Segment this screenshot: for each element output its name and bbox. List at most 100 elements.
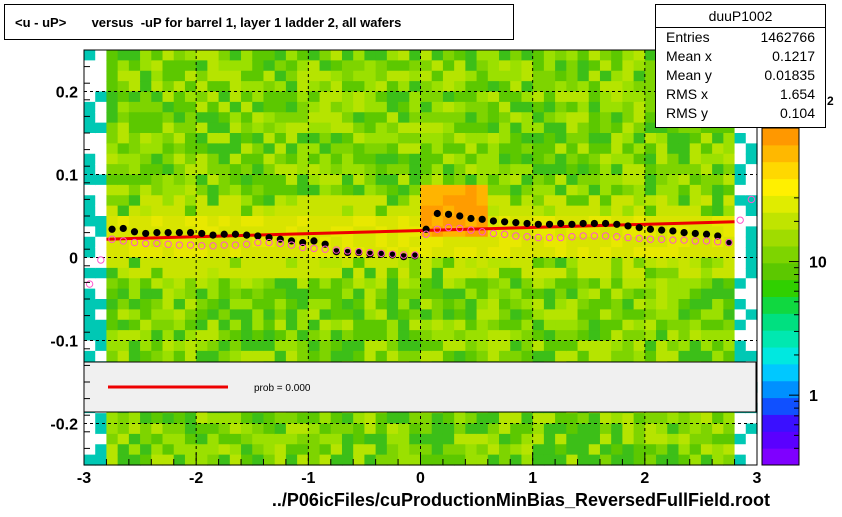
heatmap-cell <box>84 164 96 176</box>
heatmap-cell <box>476 153 489 165</box>
heatmap-cell <box>644 288 657 300</box>
heatmap-cell <box>173 112 186 124</box>
palette-swatch <box>762 212 799 230</box>
heatmap-cell <box>476 101 489 113</box>
heatmap-cell <box>95 309 108 321</box>
heatmap-cell <box>532 309 545 321</box>
heatmap-cell <box>128 267 141 279</box>
palette-swatch <box>762 245 799 264</box>
x-tick-label: 2 <box>640 470 649 487</box>
heatmap-cell <box>409 195 422 207</box>
heatmap-cell <box>218 267 231 279</box>
heatmap-cell <box>454 454 466 466</box>
heatmap-cell <box>386 112 399 124</box>
heatmap-cell <box>297 444 309 456</box>
heatmap-cell <box>196 81 208 93</box>
profile-point-open <box>478 228 486 236</box>
heatmap-cell <box>667 444 680 456</box>
heatmap-cell <box>274 91 287 103</box>
heatmap-cell <box>184 101 197 113</box>
heatmap-cell <box>745 433 758 445</box>
heatmap-cell <box>95 433 108 445</box>
heatmap-cell <box>128 340 141 352</box>
heatmap-cell <box>241 236 253 248</box>
heatmap-cell <box>330 350 343 362</box>
heatmap-cell <box>285 50 298 61</box>
heatmap-cell <box>285 164 298 176</box>
heatmap-cell <box>656 350 668 362</box>
heatmap-cell <box>577 133 590 144</box>
heatmap-cell <box>487 164 500 176</box>
heatmap-cell <box>398 350 410 362</box>
heatmap-cell <box>521 433 534 445</box>
heatmap-cell <box>476 122 489 134</box>
heatmap-cell <box>622 236 635 248</box>
heatmap-cell <box>499 143 511 155</box>
heatmap-cell <box>308 133 321 144</box>
heatmap-cell <box>375 236 388 248</box>
heatmap-cell <box>656 267 668 279</box>
heatmap-cell <box>128 143 141 155</box>
heatmap-cell <box>308 413 321 425</box>
heatmap-cell <box>364 350 377 362</box>
heatmap-cell <box>184 205 197 217</box>
heatmap-cell <box>487 267 500 279</box>
heatmap-cell <box>151 319 164 331</box>
profile-point-open <box>220 241 228 249</box>
heatmap-cell <box>162 454 175 466</box>
heatmap-cell <box>510 454 523 466</box>
heatmap-cell <box>633 299 646 310</box>
heatmap-cell <box>644 122 657 134</box>
heatmap-cell <box>454 278 466 290</box>
heatmap-cell <box>745 423 758 435</box>
heatmap-cell <box>734 433 747 445</box>
heatmap-cell <box>442 299 455 310</box>
heatmap-cell <box>678 288 691 300</box>
heatmap-cell <box>499 309 511 321</box>
heatmap-cell <box>633 423 646 435</box>
heatmap-cell <box>386 184 399 196</box>
heatmap-cell <box>454 153 466 165</box>
heatmap-cell <box>285 330 298 342</box>
heatmap-cell <box>375 444 388 456</box>
stats-row-rms-x: RMS x 1.654 <box>656 85 825 104</box>
heatmap-cell <box>700 164 713 176</box>
heatmap-cell <box>521 133 534 144</box>
axes: -3 -2 -1 0 1 2 30.20.10-0.1-0.2 <box>50 49 762 487</box>
heatmap-cell <box>263 319 276 331</box>
heatmap-cell <box>611 153 623 165</box>
heatmap-cell <box>532 454 545 466</box>
heatmap-cell <box>454 174 466 186</box>
heatmap-cell <box>353 267 366 279</box>
heatmap-cell <box>633 226 646 238</box>
heatmap-cell <box>555 236 567 248</box>
heatmap-cell <box>140 413 152 425</box>
heatmap-cell <box>364 299 377 310</box>
heatmap-cell <box>409 267 422 279</box>
heatmap-cell <box>532 288 545 300</box>
heatmap-cell <box>386 340 399 352</box>
heatmap-cell <box>173 195 186 207</box>
heatmap-cell <box>599 81 612 93</box>
heatmap-cell <box>420 257 433 269</box>
profile-point-filled <box>108 225 116 233</box>
heatmap-cell <box>633 195 646 207</box>
heatmap-cell <box>330 112 343 124</box>
palette-swatch <box>762 229 799 247</box>
heatmap-cell <box>454 350 466 362</box>
heatmap-cell <box>689 413 702 425</box>
heatmap-cell <box>151 257 164 269</box>
heatmap-cell <box>353 195 366 207</box>
heatmap-cell <box>341 205 354 217</box>
heatmap-cell <box>184 423 197 435</box>
heatmap-cell <box>207 153 220 165</box>
heatmap-cell <box>745 278 758 290</box>
heatmap-cell <box>521 257 534 269</box>
heatmap-cell <box>588 174 601 186</box>
heatmap-cell <box>543 91 556 103</box>
heatmap-cell <box>745 444 758 456</box>
heatmap-cell <box>308 454 321 466</box>
heatmap-cell <box>734 184 747 196</box>
heatmap-cell <box>319 350 332 362</box>
stats-value: 1462766 <box>760 29 815 45</box>
